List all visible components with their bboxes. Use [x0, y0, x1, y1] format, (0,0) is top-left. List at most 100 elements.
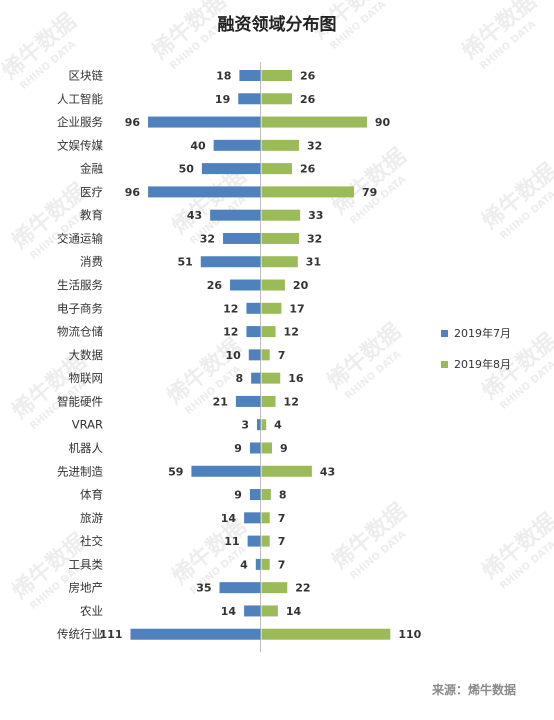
category-label: 体育 — [80, 488, 103, 502]
data-label-2019-08: 12 — [284, 395, 299, 408]
legend-label-august: 2019年8月 — [454, 358, 511, 371]
bar-2019-08 — [261, 116, 367, 128]
category-label: 物流仓储 — [57, 325, 103, 339]
bar-2019-08 — [261, 209, 301, 221]
data-label-2019-07: 4 — [240, 558, 248, 571]
bar-2019-08 — [261, 302, 282, 314]
data-label-2019-07: 12 — [223, 326, 238, 339]
bar-2019-08 — [261, 163, 292, 175]
data-label-2019-08: 26 — [300, 70, 316, 83]
data-label-2019-07: 40 — [190, 139, 206, 152]
data-label-2019-08: 22 — [295, 582, 310, 595]
legend-item-july: 2019年7月 — [441, 325, 511, 341]
data-label-2019-07: 14 — [221, 605, 237, 618]
bar-2019-07 — [200, 256, 261, 268]
bar-2019-08 — [261, 232, 299, 244]
data-label-2019-07: 8 — [235, 372, 243, 385]
data-label-2019-07: 9 — [234, 489, 242, 502]
bar-2019-08 — [261, 558, 270, 570]
bar-2019-07 — [249, 489, 261, 501]
bar-2019-07 — [223, 232, 261, 244]
data-label-2019-07: 50 — [179, 163, 195, 176]
category-label: 企业服务 — [57, 115, 103, 129]
category-label: 农业 — [80, 604, 103, 618]
data-label-2019-08: 32 — [307, 232, 322, 245]
category-label: 大数据 — [69, 348, 104, 362]
data-label-2019-07: 18 — [216, 70, 231, 83]
bar-2019-08 — [261, 139, 299, 151]
bar-2019-07 — [238, 93, 261, 105]
bar-2019-07 — [251, 372, 261, 384]
data-label-2019-07: 51 — [177, 256, 192, 269]
data-label-2019-07: 96 — [125, 186, 141, 199]
category-label: 生活服务 — [57, 278, 103, 292]
legend: 2019年7月 2019年8月 — [441, 325, 511, 387]
category-label: 社交 — [80, 534, 103, 548]
data-label-2019-08: 79 — [362, 186, 377, 199]
data-label-2019-08: 32 — [307, 139, 322, 152]
data-label-2019-07: 96 — [125, 116, 141, 129]
data-label-2019-07: 35 — [196, 582, 211, 595]
data-label-2019-07: 3 — [241, 419, 249, 432]
category-label: 先进制造 — [57, 464, 103, 478]
category-label: 旅游 — [80, 511, 103, 525]
bar-2019-08 — [261, 395, 276, 407]
category-label: 房地产 — [69, 581, 104, 595]
category-label: 传统行业 — [57, 627, 103, 641]
legend-swatch-july — [441, 329, 448, 337]
data-label-2019-08: 26 — [300, 163, 316, 176]
category-label: 消费 — [80, 255, 103, 269]
data-label-2019-07: 10 — [225, 349, 241, 362]
source-note: 来源：烯牛数据 — [431, 683, 516, 697]
bar-2019-08 — [261, 442, 273, 454]
category-label: VRAR — [72, 418, 103, 432]
bar-2019-08 — [261, 628, 391, 640]
category-label: 教育 — [80, 208, 103, 222]
bar-2019-08 — [261, 419, 267, 431]
data-label-2019-08: 43 — [320, 465, 335, 478]
bar-2019-08 — [261, 186, 355, 198]
category-label: 文娱传媒 — [57, 138, 103, 152]
bar-2019-07 — [239, 70, 261, 81]
data-label-2019-07: 26 — [207, 279, 223, 292]
category-label: 医疗 — [80, 185, 103, 199]
bar-2019-07 — [148, 186, 261, 198]
bar-2019-08 — [261, 605, 278, 617]
bar-2019-08 — [261, 70, 292, 81]
category-label: 电子商务 — [57, 301, 103, 315]
data-label-2019-07: 11 — [224, 535, 239, 548]
bar-2019-08 — [261, 256, 298, 268]
bar-2019-08 — [261, 489, 271, 501]
bar-2019-07 — [210, 209, 261, 221]
category-label: 物联网 — [69, 371, 104, 385]
data-label-2019-08: 7 — [278, 558, 286, 571]
bar-2019-08 — [261, 349, 270, 361]
bar-2019-08 — [261, 535, 270, 547]
bar-2019-07 — [256, 419, 261, 431]
category-label: 交通运输 — [57, 231, 103, 245]
bar-2019-07 — [247, 535, 261, 547]
data-label-2019-07: 59 — [168, 465, 183, 478]
category-label: 区块链 — [69, 69, 104, 83]
bar-2019-07 — [249, 442, 261, 454]
data-label-2019-08: 90 — [375, 116, 391, 129]
bar-2019-07 — [255, 558, 261, 570]
legend-item-august: 2019年8月 — [441, 356, 511, 372]
data-label-2019-07: 21 — [213, 395, 228, 408]
bar-2019-07 — [219, 582, 261, 594]
bar-2019-07 — [191, 465, 261, 477]
bar-2019-07 — [148, 116, 261, 128]
data-label-2019-08: 110 — [398, 628, 421, 641]
data-label-2019-08: 31 — [306, 256, 321, 269]
bar-2019-07 — [230, 279, 261, 291]
data-label-2019-07: 9 — [234, 442, 242, 455]
category-label: 工具类 — [69, 557, 104, 571]
data-label-2019-08: 26 — [300, 93, 316, 106]
data-label-2019-08: 12 — [284, 326, 299, 339]
bar-2019-07 — [130, 628, 261, 640]
data-label-2019-08: 9 — [280, 442, 288, 455]
